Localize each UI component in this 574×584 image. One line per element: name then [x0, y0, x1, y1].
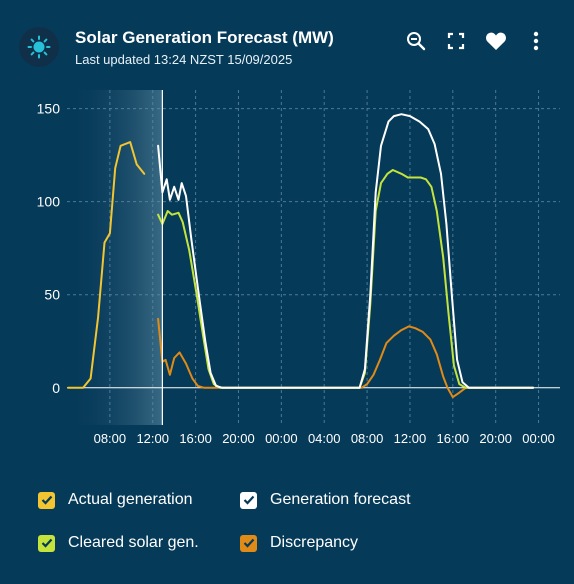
chart-title: Solar Generation Forecast (MW) — [75, 28, 334, 47]
heart-icon[interactable] — [485, 30, 507, 52]
x-tick-label: 16:00 — [179, 431, 212, 446]
checkbox-checked-icon[interactable] — [38, 491, 55, 509]
y-axis: 0 50 100 150 — [37, 101, 61, 396]
y-tick-label: 150 — [37, 101, 61, 117]
x-tick-label: 12:00 — [394, 431, 427, 446]
x-tick-label: 08:00 — [94, 431, 127, 446]
checkbox-checked-icon[interactable] — [240, 534, 257, 552]
x-tick-label: 00:00 — [265, 431, 298, 446]
series-line-discrepancy — [157, 317, 535, 399]
line-chart[interactable]: 0 50 100 150 08:00 12:00 16:00 20:00 00:00 04:00… — [0, 90, 574, 460]
series-line-forecast — [157, 113, 535, 389]
x-tick-label: 00:00 — [522, 431, 555, 446]
series-lines — [67, 113, 535, 399]
legend-label-forecast: Generation forecast — [270, 491, 411, 508]
legend-item-discrepancy[interactable]: Discrepancy — [240, 534, 358, 552]
x-tick-label: 04:00 — [308, 431, 341, 446]
legend-item-actual[interactable]: Actual generation — [38, 491, 193, 509]
x-tick-label: 16:00 — [437, 431, 470, 446]
y-tick-label: 100 — [37, 194, 61, 210]
past-period-shading — [67, 90, 163, 425]
more-vertical-icon[interactable] — [525, 30, 547, 52]
y-tick-label: 0 — [52, 380, 60, 396]
legend-item-forecast[interactable]: Generation forecast — [240, 491, 411, 509]
legend-label-cleared: Cleared solar gen. — [68, 534, 199, 551]
series-line-cleared — [157, 169, 535, 389]
x-axis: 08:00 12:00 16:00 20:00 00:00 04:00 08:00 12:00… — [94, 431, 555, 446]
sun-icon — [19, 27, 59, 67]
series-line-actual — [67, 141, 146, 389]
x-tick-label: 20:00 — [222, 431, 255, 446]
legend-label-discrepancy: Discrepancy — [270, 534, 359, 551]
chart-header: Solar Generation Forecast (MW) Last upda… — [0, 0, 574, 90]
x-tick-label: 08:00 — [351, 431, 384, 446]
chart-legend: Actual generation Generation forecast Cl… — [0, 480, 574, 580]
x-tick-label: 20:00 — [479, 431, 512, 446]
x-tick-label: 12:00 — [136, 431, 169, 446]
y-tick-label: 50 — [44, 287, 60, 303]
legend-item-cleared[interactable]: Cleared solar gen. — [38, 534, 199, 552]
checkbox-checked-icon[interactable] — [38, 534, 55, 552]
checkbox-checked-icon[interactable] — [240, 491, 257, 509]
fullscreen-icon[interactable] — [445, 30, 467, 52]
last-updated-text: Last updated 13:24 NZST 15/09/2025 — [75, 52, 293, 67]
legend-label-actual: Actual generation — [68, 491, 193, 508]
zoom-out-icon[interactable] — [405, 30, 427, 52]
